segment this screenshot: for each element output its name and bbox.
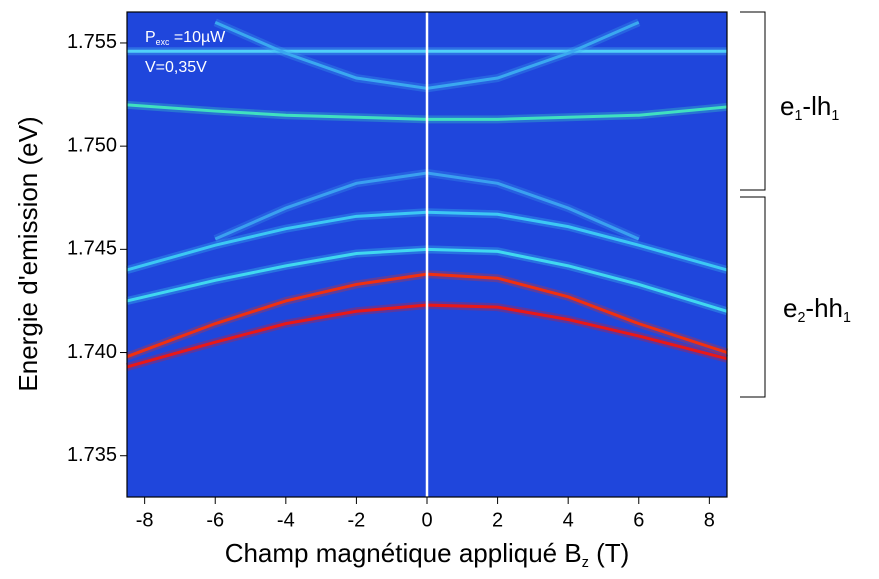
subscript: z xyxy=(582,555,589,571)
annotation: Pexc =10µW xyxy=(145,29,226,47)
subscript: 1 xyxy=(843,310,851,326)
text-part: e xyxy=(783,293,797,323)
text-part: (T) xyxy=(589,538,629,568)
x-tick-label: -6 xyxy=(206,509,224,531)
x-tick-label: -2 xyxy=(348,509,366,531)
bracket xyxy=(740,11,766,191)
text-part: Champ magnétique appliqué B xyxy=(225,538,582,568)
y-tick-label: 1.735 xyxy=(67,444,117,466)
y-tick-label: 1.740 xyxy=(67,341,117,363)
x-tick-label: 2 xyxy=(492,509,503,531)
y-tick-label: 1.755 xyxy=(67,31,117,53)
text-part: -lh xyxy=(802,91,831,121)
plot-area xyxy=(125,12,729,497)
subscript: 1 xyxy=(794,108,802,124)
x-tick-label: 8 xyxy=(704,509,715,531)
text-part: V=0,35V xyxy=(145,59,207,76)
subscript: exc xyxy=(156,37,170,47)
text-part: =10µW xyxy=(169,29,226,46)
y-tick-label: 1.750 xyxy=(67,134,117,156)
x-tick-label: 0 xyxy=(421,509,432,531)
y-axis-label: Energie d'emission (eV) xyxy=(13,116,43,391)
text-part: -hh xyxy=(805,293,843,323)
y-tick-label: 1.745 xyxy=(67,238,117,260)
x-tick-label: -8 xyxy=(136,509,154,531)
x-tick-label: 6 xyxy=(633,509,644,531)
x-tick-label: -4 xyxy=(277,509,295,531)
x-tick-label: 4 xyxy=(563,509,574,531)
annotation: V=0,35V xyxy=(145,59,207,76)
annotation: e1-lh1 xyxy=(780,91,839,124)
subscript: 1 xyxy=(831,108,839,124)
bracket xyxy=(740,196,766,398)
text-part: e xyxy=(780,91,794,121)
text-part: P xyxy=(145,29,156,46)
x-axis-label: Champ magnétique appliqué Bz (T) xyxy=(225,538,630,571)
subscript: 2 xyxy=(797,310,805,326)
annotation: e2-hh1 xyxy=(783,293,851,326)
